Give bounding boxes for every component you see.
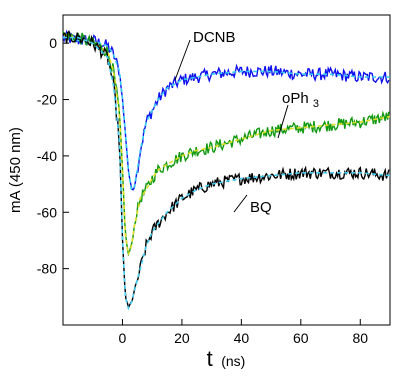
series-line-oph3 <box>62 30 390 257</box>
fit-line-bq <box>63 36 391 311</box>
plot-frame <box>62 14 391 326</box>
x-tick-label-0: 0 <box>119 330 127 346</box>
fit-line-dcnb <box>62 36 390 192</box>
x-axis-label: t (ns) <box>207 346 246 371</box>
y-tick-label-4: -80 <box>37 261 57 277</box>
x-axis-label-unit: (ns) <box>221 353 245 369</box>
annotation-leader-dcnb <box>174 39 191 81</box>
fit-line-oph3 <box>62 33 391 255</box>
annotation-leader-oph3 <box>277 104 289 139</box>
series-layer <box>62 29 391 311</box>
y-tick-label-3: -60 <box>37 204 57 220</box>
annotation-bq: BQ <box>250 199 272 216</box>
annotation-oph3: oPh 3 <box>282 90 319 110</box>
x-tick-label-4: 80 <box>352 330 368 346</box>
x-tick-label-1: 20 <box>174 330 190 346</box>
y-axis-label: mA (450 nm) <box>7 127 24 213</box>
y-tick-label-0: 0 <box>49 35 57 51</box>
annotation-oph3-sub: 3 <box>313 98 319 110</box>
series-line-dcnb <box>62 29 390 191</box>
tick-layer: 0 20 40 60 80 0 -20 -40 -60 -80 <box>37 35 369 346</box>
x-tick-label-2: 40 <box>234 330 250 346</box>
annotation-leader-bq <box>233 194 248 213</box>
y-tick-label-1: -20 <box>37 92 57 108</box>
annotation-oph3-main: oPh <box>282 90 309 107</box>
x-axis-label-main: t <box>207 346 213 371</box>
annotation-dcnb: DCNB <box>193 29 236 46</box>
x-tick-label-3: 60 <box>293 330 309 346</box>
y-tick-label-2: -40 <box>37 148 57 164</box>
